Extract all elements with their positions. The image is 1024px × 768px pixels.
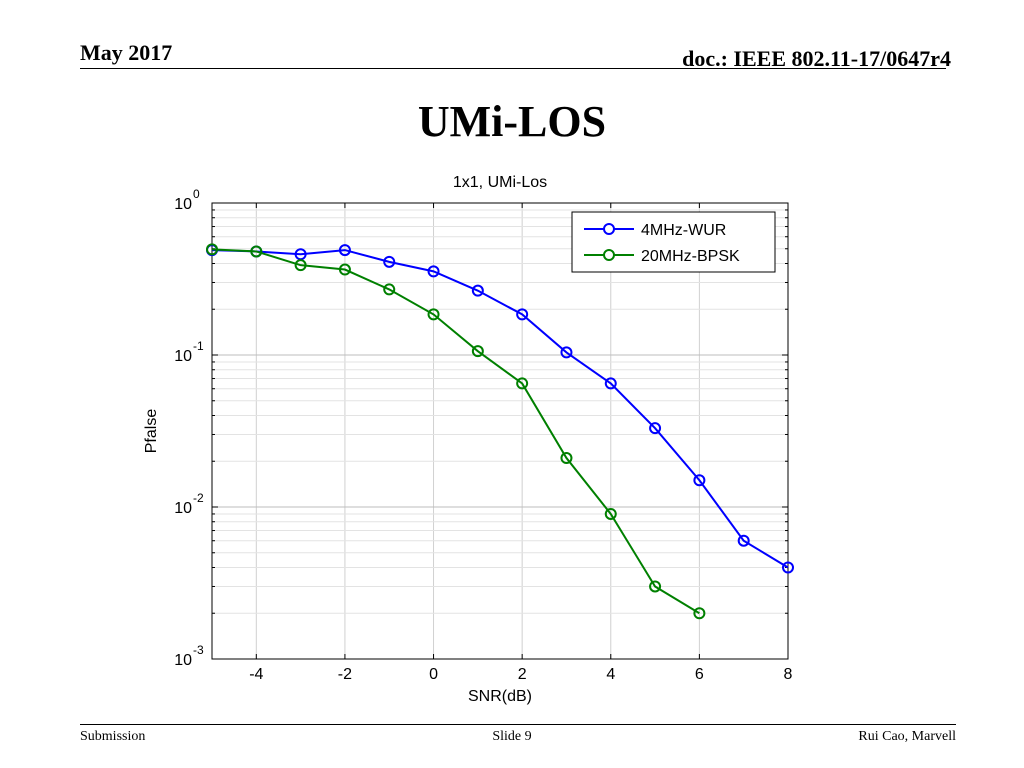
data-point — [471, 284, 484, 297]
y-tick-label: 10 — [174, 348, 192, 365]
y-tick-base: 10 — [174, 652, 192, 669]
grid — [212, 202, 789, 660]
x-axis-label: SNR(dB) — [468, 688, 532, 705]
data-point — [383, 255, 396, 268]
x-tick-label: -4 — [249, 666, 263, 683]
data-point — [649, 422, 662, 435]
x-tick-label: 2 — [518, 666, 527, 683]
footer-submission: Submission — [80, 729, 146, 744]
header-divider — [80, 68, 946, 69]
data-point — [782, 561, 794, 574]
data-point — [516, 308, 529, 321]
legend-marker — [603, 249, 615, 261]
data-point — [693, 607, 706, 620]
legend-entry: 20MHz-BPSK — [641, 248, 740, 265]
data-point — [649, 580, 662, 593]
x-tick-label: 0 — [429, 666, 438, 683]
header-doc-number: doc.: IEEE 802.11-17/0647r4 — [682, 46, 951, 71]
data-point — [604, 377, 617, 390]
x-tick-label: -2 — [338, 666, 352, 683]
data-point — [250, 245, 263, 258]
data-point — [338, 263, 351, 276]
legend-marker — [603, 223, 615, 235]
data-point — [471, 345, 484, 358]
y-tick-label: 10 — [174, 652, 192, 669]
series-layer — [206, 243, 794, 620]
data-point — [294, 259, 307, 272]
y-tick-exponent: -3 — [193, 643, 204, 657]
data-point — [560, 452, 573, 465]
data-point — [604, 507, 617, 520]
data-point — [427, 265, 440, 278]
data-point — [516, 377, 529, 390]
y-tick-label: 10 — [174, 500, 192, 517]
footer-divider — [80, 724, 956, 725]
footer-author: Rui Cao, Marvell — [858, 729, 956, 744]
y-tick-exponent: -2 — [193, 491, 204, 505]
y-tick-label: 10 — [174, 196, 192, 213]
legend-entry: 4MHz-WUR — [641, 222, 726, 239]
plot-frame — [211, 202, 789, 660]
y-tick-exponent: -1 — [193, 339, 204, 353]
data-point — [427, 308, 440, 321]
data-point — [338, 244, 351, 257]
y-tick-base: 10 — [174, 196, 192, 213]
data-point — [737, 534, 750, 547]
y-axis-label: Pfalse — [143, 409, 160, 454]
header-date: May 2017 — [80, 40, 173, 65]
legend: 4MHz-WUR 20MHz-BPSK — [571, 211, 776, 273]
slide-title: UMi-LOS — [417, 97, 607, 146]
y-tick-base: 10 — [174, 348, 192, 365]
data-point — [383, 283, 396, 296]
series-line — [211, 248, 700, 615]
footer-slide-number: Slide 9 — [492, 729, 532, 744]
y-tick-base: 10 — [174, 500, 192, 517]
series-line — [211, 249, 789, 569]
data-point — [693, 474, 706, 487]
x-tick-label: 4 — [606, 666, 615, 683]
x-tick-label: 6 — [695, 666, 704, 683]
data-point — [206, 243, 218, 256]
series-2 — [206, 243, 706, 620]
series-1 — [206, 244, 794, 574]
chart-title: 1x1, UMi-Los — [453, 174, 547, 191]
data-point — [560, 346, 573, 359]
x-tick-label: 8 — [784, 666, 793, 683]
legend-box — [571, 211, 776, 273]
y-tick-exponent: 0 — [193, 187, 200, 201]
